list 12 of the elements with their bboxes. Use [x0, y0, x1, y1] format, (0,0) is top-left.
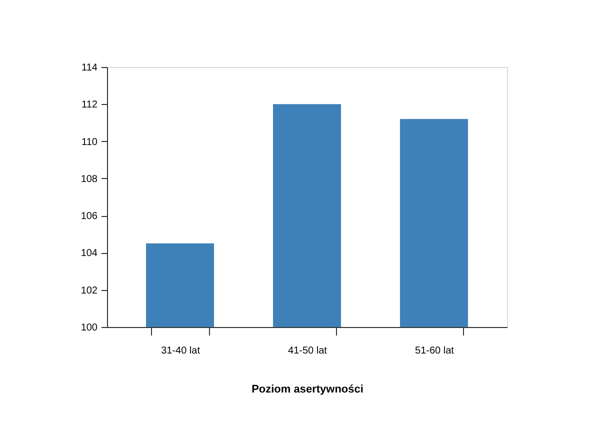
y-tick-label: 110	[82, 136, 98, 148]
y-tick-label: 100	[80, 322, 98, 334]
x-tick-label: 31-40 lat	[161, 346, 200, 356]
y-tick-label: 112	[82, 100, 98, 111]
x-tick-label: 41-50 lat	[288, 346, 328, 356]
y-tick-label: 104	[80, 248, 98, 260]
y-tick-label: 114	[82, 62, 98, 74]
x-tick-label: 51-60 lat	[415, 346, 454, 356]
y-tick-label: 108	[80, 174, 98, 185]
x-axis-title: Poziom asertywności	[252, 384, 364, 396]
y-tick-label: 102	[80, 285, 98, 296]
y-tick-label: 106	[80, 211, 98, 222]
